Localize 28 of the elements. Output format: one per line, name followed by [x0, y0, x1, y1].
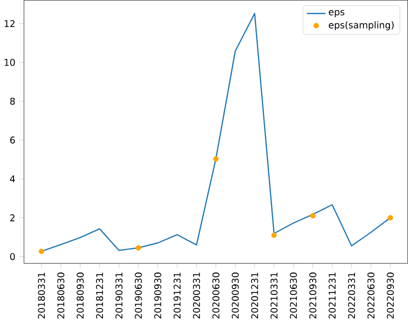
x-tick-label: 20190930	[154, 272, 162, 319]
x-tick-label: 20200630	[212, 272, 220, 319]
x-tick-label: 20211231	[328, 272, 336, 319]
x-tick-label: 20190630	[134, 272, 142, 319]
x-tick-label: 20180930	[76, 272, 84, 319]
x-tick-label: 20220930	[386, 272, 394, 319]
x-tick-label: 20210630	[290, 272, 297, 319]
y-tick-label: 10	[4, 58, 15, 66]
x-tick-label: 20200331	[192, 272, 200, 319]
x-tick-label: 20210930	[309, 272, 316, 319]
x-tick-label: 20220331	[348, 272, 356, 319]
x-tick-label: 20220630	[367, 272, 374, 319]
legend-label: eps	[328, 10, 344, 18]
x-tick-label: 20181231	[96, 272, 104, 319]
x-tick-label: 20180630	[57, 272, 64, 319]
x-tick-label: 20190331	[115, 272, 122, 319]
x-tick-label: 20180331	[38, 272, 45, 319]
y-tick-label: 6	[10, 136, 15, 144]
x-tick-label: 20200930	[232, 272, 239, 319]
x-tick-label: 20210331	[270, 272, 278, 319]
y-tick-label: 12	[4, 20, 15, 28]
y-tick-label: 0	[10, 253, 15, 260]
legend-label: eps(sampling)	[328, 21, 394, 30]
y-tick-label: 8	[10, 98, 15, 105]
y-tick-label: 4	[10, 176, 15, 182]
x-tick-label: 20201231	[251, 272, 258, 319]
y-tick-label: 2	[10, 214, 15, 222]
x-tick-label: 20191231	[174, 272, 181, 319]
